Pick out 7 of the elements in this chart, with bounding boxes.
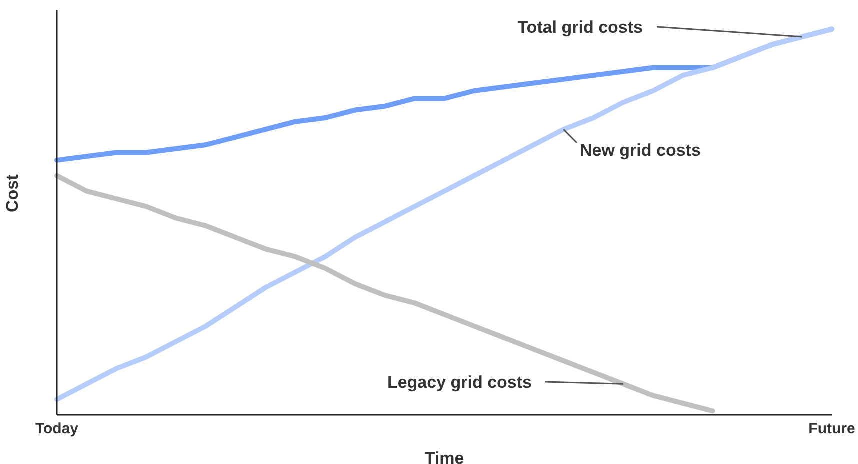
x-tick-label: Today	[35, 420, 80, 438]
x-tick-label: Future	[808, 420, 856, 438]
y-axis-title: Cost	[3, 174, 22, 212]
series-label: Legacy grid costs	[387, 373, 532, 392]
series-label: New grid costs	[580, 141, 701, 160]
x-axis-title: Time	[424, 449, 464, 464]
series-label: Total grid costs	[518, 18, 643, 37]
